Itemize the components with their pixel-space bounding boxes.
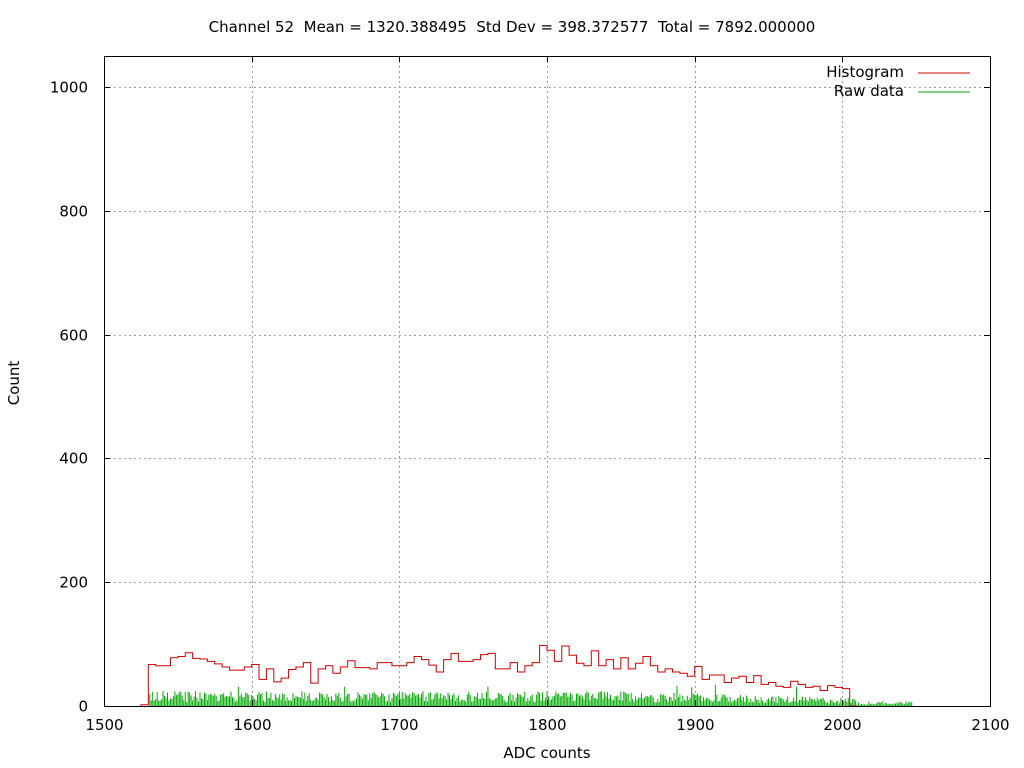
histogram-series xyxy=(140,644,858,707)
legend-histogram-label: Histogram xyxy=(826,63,904,81)
y-tick-label: 600 xyxy=(59,327,88,345)
x-tick-label: 1700 xyxy=(380,716,418,734)
y-tick-label: 400 xyxy=(59,450,88,468)
x-tick-label: 1800 xyxy=(528,716,566,734)
x-tick-label: 1500 xyxy=(85,716,123,734)
chart-title: Channel 52 Mean = 1320.388495 Std Dev = … xyxy=(208,18,816,36)
y-tick-label: 800 xyxy=(59,203,88,221)
y-tick-label: 1000 xyxy=(50,79,88,97)
x-tick-label: 1600 xyxy=(233,716,271,734)
grid-layer xyxy=(104,56,990,706)
x-tick-label: 2000 xyxy=(823,716,861,734)
y-axis-label: Count xyxy=(5,360,23,406)
tick-layer: 1500 1600 1700 1800 1900 2000 2100 0 200 400 600 80… xyxy=(50,56,1010,734)
raw-data-series xyxy=(149,684,913,706)
x-tick-label: 2100 xyxy=(971,716,1009,734)
x-axis-label: ADC counts xyxy=(503,744,591,762)
y-tick-label: 200 xyxy=(59,574,88,592)
y-tick-label: 0 xyxy=(78,698,88,716)
x-tick-label: 1900 xyxy=(676,716,714,734)
legend-raw-data-label: Raw data xyxy=(833,82,904,100)
